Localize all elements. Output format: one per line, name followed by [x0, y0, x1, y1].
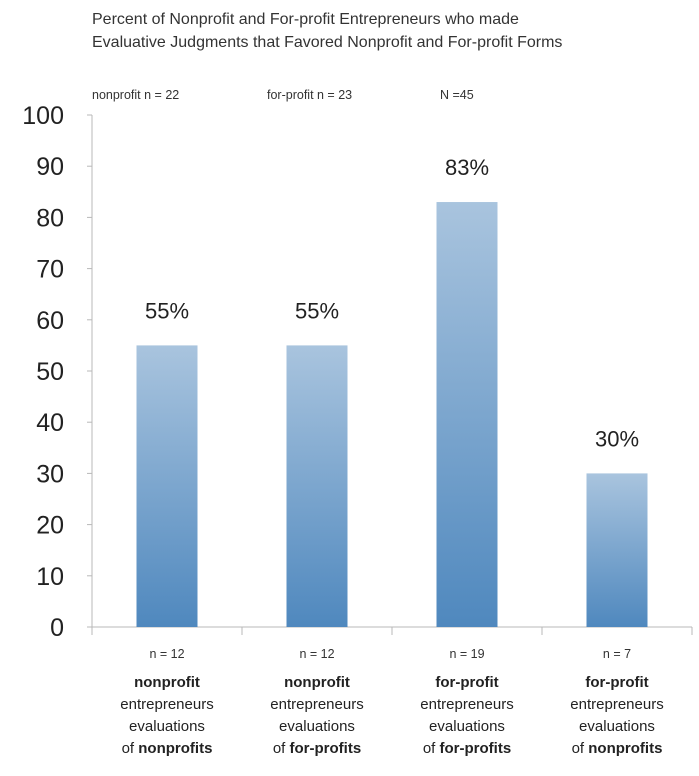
- category-label-3: n = 19 for-profit entrepreneurs evaluati…: [392, 644, 542, 760]
- category-n: n = 12: [149, 647, 185, 661]
- y-tick-label: 70: [36, 256, 64, 284]
- category-kind: evaluations: [429, 718, 505, 735]
- y-tick-label: 100: [22, 102, 64, 130]
- category-prefix: of: [571, 740, 589, 757]
- category-n: n = 12: [299, 647, 335, 661]
- y-tick-label: 20: [36, 512, 64, 540]
- category-kind: evaluations: [129, 718, 205, 735]
- category-role: entrepreneurs: [420, 696, 514, 713]
- category-prefix: of: [121, 740, 139, 757]
- total-sample-size: N =45: [440, 88, 474, 102]
- y-tick-label: 40: [36, 409, 64, 437]
- category-label-2: n = 12 nonprofit entrepreneurs evaluatio…: [242, 644, 392, 760]
- y-tick-label: 30: [36, 460, 64, 488]
- chart-title: Percent of Nonprofit and For-profit Entr…: [92, 8, 692, 54]
- category-label-4: n = 7 for-profit entrepreneurs evaluatio…: [542, 644, 692, 760]
- y-tick-label: 0: [50, 614, 64, 642]
- bar: [136, 345, 198, 627]
- category-target: for-profits: [439, 740, 512, 757]
- y-tick-label: 90: [36, 153, 64, 181]
- forprofit-sample-size: for-profit n = 23: [267, 88, 353, 102]
- y-tick-label: 80: [36, 204, 64, 232]
- data-label: 30%: [595, 426, 639, 451]
- category-role: entrepreneurs: [120, 696, 214, 713]
- category-kind: evaluations: [279, 718, 355, 735]
- category-kind: evaluations: [579, 718, 655, 735]
- category-prefix: of: [422, 740, 440, 757]
- bar: [436, 202, 498, 628]
- nonprofit-sample-size: nonprofit n = 22: [92, 88, 180, 102]
- bar: [586, 473, 648, 627]
- data-label: 83%: [445, 155, 489, 180]
- y-tick-label: 60: [36, 307, 64, 335]
- bar: [286, 345, 348, 627]
- category-label-1: n = 12 nonprofit entrepreneurs evaluatio…: [92, 644, 242, 760]
- category-role: entrepreneurs: [570, 696, 664, 713]
- category-role: entrepreneurs: [270, 696, 364, 713]
- category-group: for-profit: [585, 674, 649, 691]
- category-target: nonprofits: [138, 740, 213, 757]
- data-label: 55%: [295, 298, 339, 323]
- data-label: 55%: [145, 298, 189, 323]
- category-target: for-profits: [289, 740, 362, 757]
- category-n: n = 19: [449, 647, 485, 661]
- category-target: nonprofits: [588, 740, 663, 757]
- category-group: nonprofit: [284, 674, 350, 691]
- category-group: nonprofit: [134, 674, 200, 691]
- category-group: for-profit: [435, 674, 499, 691]
- category-prefix: of: [272, 740, 290, 757]
- y-tick-label: 10: [36, 563, 64, 591]
- chart-title-line-1: Percent of Nonprofit and For-profit Entr…: [92, 11, 519, 28]
- y-tick-label: 50: [36, 358, 64, 386]
- chart-title-line-2: Evaluative Judgments that Favored Nonpro…: [92, 34, 563, 51]
- category-n: n = 7: [602, 647, 632, 661]
